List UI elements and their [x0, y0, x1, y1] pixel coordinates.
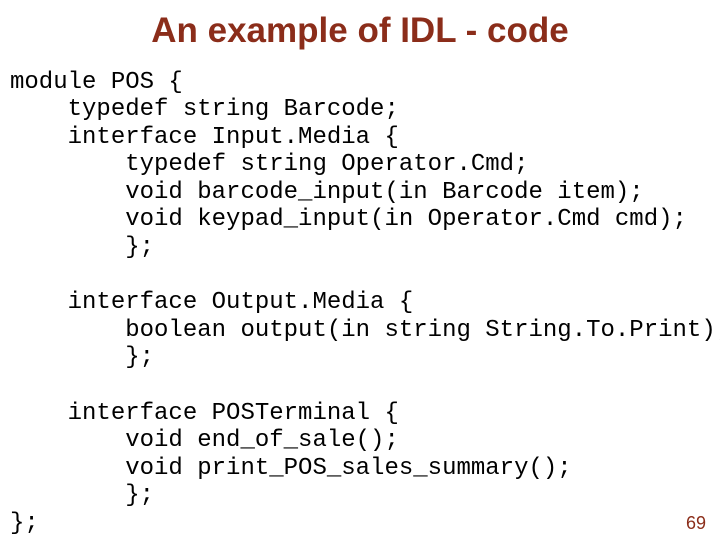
code-block: module POS { typedef string Barcode; int…: [10, 69, 710, 538]
slide-title: An example of IDL - code: [10, 12, 710, 51]
page-number: 69: [686, 513, 706, 534]
slide: An example of IDL - code module POS { ty…: [0, 0, 720, 540]
